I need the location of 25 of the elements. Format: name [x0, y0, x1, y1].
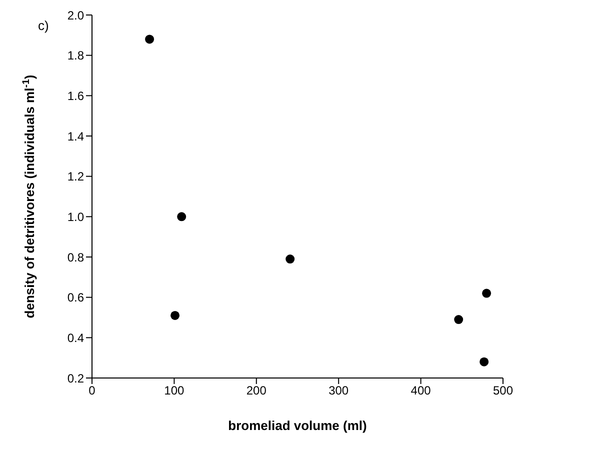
- point: [482, 288, 492, 298]
- y-tick-label: 0.4: [67, 330, 84, 345]
- x-tick-label: 400: [410, 384, 432, 398]
- point: [177, 212, 186, 222]
- y-tick-label: 1.2: [67, 170, 84, 184]
- y-tick-label: 1.0: [67, 210, 84, 224]
- x-tick-label: 300: [328, 384, 349, 398]
- y-tick-label: 1.4: [67, 129, 84, 144]
- x-tick-label: 0: [88, 384, 96, 398]
- y-tick-label: 2.0: [67, 8, 84, 22]
- y-tick-label: 0.6: [67, 290, 84, 305]
- point: [454, 315, 464, 324]
- x-tick-label: 500: [492, 384, 514, 398]
- y-tick-label: 0.8: [67, 250, 84, 264]
- point: [480, 357, 489, 366]
- y-tick-label: 1.8: [67, 48, 84, 63]
- x-axis-title: bromeliad volume (ml): [228, 418, 367, 433]
- point: [286, 254, 295, 264]
- x-tick-label: 200: [246, 384, 267, 398]
- y-tick-label: 0.2: [67, 371, 84, 386]
- x-tick-label: 100: [164, 384, 185, 398]
- chart-title: c): [38, 18, 49, 33]
- point: [170, 310, 180, 320]
- point: [145, 34, 154, 44]
- y-tick-label: 1.6: [67, 88, 84, 103]
